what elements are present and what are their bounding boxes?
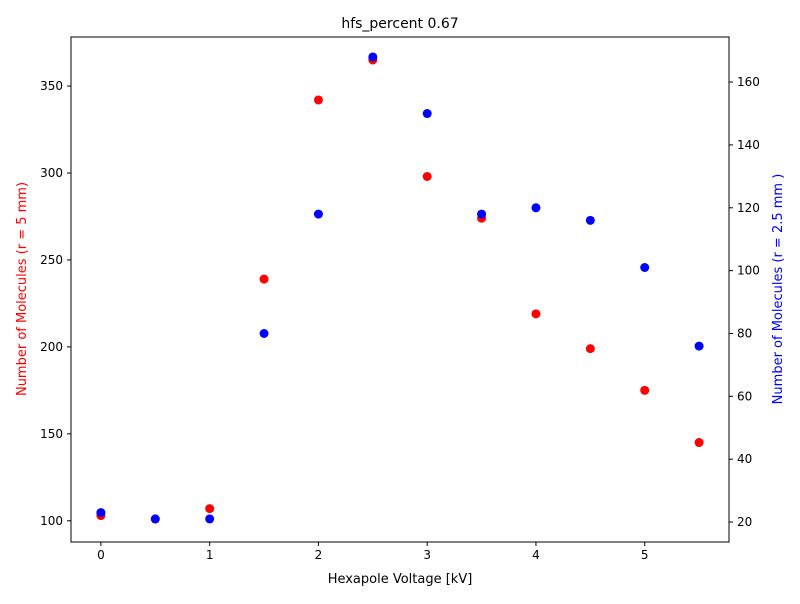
blue-point — [640, 263, 650, 273]
y-left-tick-label: 150 — [40, 427, 63, 441]
y-axis-right: 20 40 60 80 100 120 140 160 — [729, 75, 760, 529]
x-tick-label: 2 — [315, 548, 323, 562]
blue-point — [205, 514, 215, 524]
red-point — [531, 309, 541, 319]
y-left-tick-label: 100 — [40, 514, 63, 528]
y-left-tick-label: 250 — [40, 253, 63, 267]
red-point — [422, 171, 432, 181]
x-tick-label: 3 — [423, 548, 431, 562]
x-axis: 0 1 2 3 4 5 — [97, 542, 649, 562]
blue-point — [694, 341, 704, 351]
red-point — [585, 344, 595, 354]
x-tick-label: 1 — [206, 548, 214, 562]
y-left-tick-label: 350 — [40, 79, 63, 93]
y-axis-right-label: Number of Molecules (r = 2.5 mm ) — [771, 174, 786, 405]
blue-point — [477, 209, 487, 219]
x-axis-label: Hexapole Voltage [kV] — [328, 572, 473, 587]
y-right-tick-label: 20 — [737, 515, 752, 529]
y-right-tick-label: 40 — [737, 452, 752, 466]
y-right-tick-label: 140 — [737, 138, 760, 152]
y-right-tick-label: 60 — [737, 389, 752, 403]
y-axis-left-label: Number of Molecules (r = 5 mm) — [15, 182, 30, 396]
red-point — [640, 385, 650, 395]
blue-point — [96, 508, 106, 518]
x-tick-label: 5 — [641, 548, 649, 562]
blue-point — [259, 328, 269, 338]
y-right-tick-label: 120 — [737, 201, 760, 215]
y-right-tick-label: 160 — [737, 75, 760, 89]
y-right-tick-label: 100 — [737, 264, 760, 278]
blue-point — [313, 209, 323, 219]
plot-frame — [70, 36, 730, 543]
blue-point — [422, 109, 432, 119]
y-axis-left: 100 150 200 250 300 350 — [40, 79, 71, 528]
blue-point — [585, 215, 595, 225]
y-left-tick-label: 200 — [40, 340, 63, 354]
x-tick-label: 0 — [97, 548, 105, 562]
red-point — [205, 504, 215, 514]
red-point — [694, 438, 704, 448]
chart-title: hfs_percent 0.67 — [341, 16, 458, 32]
red-point — [313, 95, 323, 105]
blue-point — [150, 514, 160, 524]
y-right-tick-label: 80 — [737, 326, 752, 340]
blue-point — [368, 52, 378, 62]
blue-point — [531, 203, 541, 213]
points-layer — [96, 52, 704, 524]
y-left-tick-label: 300 — [40, 166, 63, 180]
x-tick-label: 4 — [532, 548, 540, 562]
red-point — [259, 274, 269, 284]
